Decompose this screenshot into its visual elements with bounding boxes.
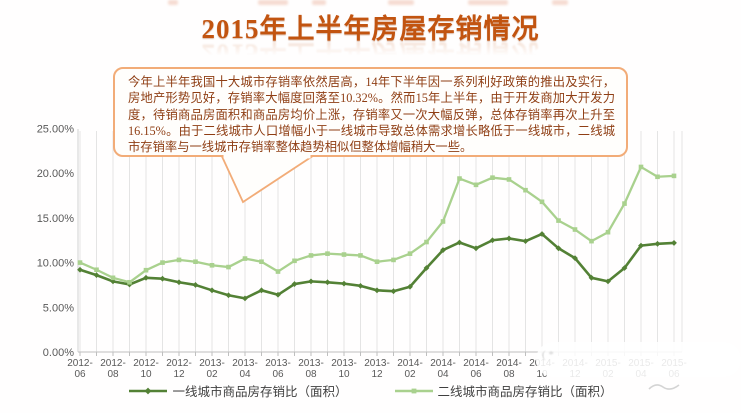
callout-tail [220,155,315,204]
svg-text:2012-08: 2012-08 [100,358,126,380]
artifact-mark [258,0,288,5]
top-artifact-marks [0,0,741,8]
svg-text:2014-02: 2014-02 [397,358,423,380]
svg-text:2014-04: 2014-04 [430,358,456,380]
legend-item-second-tier: 二线城市商品房存销比（面积） [394,381,613,400]
svg-text:2013-08: 2013-08 [298,358,324,380]
legend-item-first-tier: 一线城市商品房存销比（面积） [128,381,348,400]
svg-text:2013-06: 2013-06 [265,358,291,380]
gridlines [79,131,683,352]
svg-text:2012-06: 2012-06 [67,358,93,380]
svg-text:15.00%: 15.00% [37,213,75,225]
legend-label-second-tier: 二线城市商品房存销比（面积） [437,385,613,399]
legend-label-first-tier: 一线城市商品房存销比（面积） [172,385,348,399]
svg-text:2014-08: 2014-08 [496,358,522,380]
callout-tail-mask [223,155,311,159]
svg-text:2013-10: 2013-10 [331,358,357,380]
second-tier-line-marker-icon [394,388,433,393]
svg-text:5.00%: 5.00% [43,302,74,314]
svg-text:2013-04: 2013-04 [232,358,258,380]
artifact-mark [468,0,508,5]
y-axis-labels: 0.00% 5.00% 10.00% 15.00% 20.00% 25.00% [37,124,75,360]
watermark-squiggle-icon [648,384,680,390]
svg-text:0.00%: 0.00% [43,347,74,359]
svg-text:10.00%: 10.00% [37,258,75,270]
annotation-callout: 今年上半年我国十大城市存销率依然居高，14年下半年因一系列利好政策的推出及实行，… [113,67,628,157]
svg-text:2013-12: 2013-12 [364,358,390,380]
svg-text:2013-02: 2013-02 [199,358,225,380]
artifact-mark [388,0,414,5]
svg-text:2014-06: 2014-06 [463,358,489,380]
series-markers-first-tier [77,231,677,302]
artifact-mark [312,0,326,5]
svg-text:2012-12: 2012-12 [166,358,192,380]
annotation-text: 今年上半年我国十大城市存销率依然居高，14年下半年因一系列利好政策的推出及实行，… [128,75,615,155]
svg-text:25.00%: 25.00% [37,124,75,136]
first-tier-line-marker-icon [129,387,168,394]
artifact-mark [552,0,568,5]
smudge-ghost-marks: ( * [542,349,554,361]
watermark-smudge: ( * [536,342,741,377]
callout-tail-triangle [220,155,315,204]
svg-text:20.00%: 20.00% [37,168,75,180]
svg-text:2012-10: 2012-10 [133,358,159,380]
series-markers-second-tier [77,164,677,285]
artifact-mark [168,0,178,5]
chart-legend: 一线城市商品房存销比（面积） 二线城市商品房存销比（面积） [0,381,741,400]
